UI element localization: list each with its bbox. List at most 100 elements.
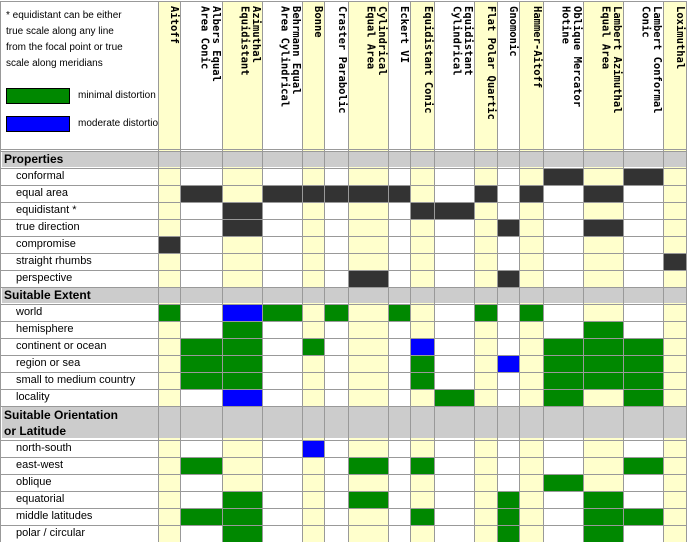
row-label: oblique bbox=[16, 476, 52, 488]
legend-note-line: from the focal point or true bbox=[6, 42, 123, 53]
minimal-distortion-mark bbox=[584, 373, 623, 389]
column-header-label: Lambert Conformal Conic bbox=[639, 6, 664, 114]
property-mark bbox=[389, 186, 410, 202]
minimal-distortion-mark bbox=[389, 305, 410, 321]
column-header: Bonne bbox=[302, 2, 324, 148]
column-band bbox=[410, 2, 434, 542]
minimal-distortion-mark bbox=[624, 339, 663, 355]
property-mark bbox=[498, 220, 519, 236]
row-label: north-south bbox=[16, 442, 72, 454]
moderate-distortion-mark bbox=[223, 390, 262, 406]
minimal-distortion-mark bbox=[435, 390, 474, 406]
column-header: Aitoff bbox=[158, 2, 180, 148]
property-mark bbox=[349, 271, 388, 287]
minimal-distortion-mark bbox=[584, 339, 623, 355]
property-mark bbox=[223, 220, 262, 236]
column-header-label: Lambert Azimuthal Equal Area bbox=[599, 6, 624, 114]
row-label: conformal bbox=[16, 170, 65, 182]
section-bar bbox=[2, 287, 686, 303]
property-mark bbox=[435, 203, 474, 219]
legend-note-line: scale along meridians bbox=[6, 58, 103, 69]
row-label: polar / circular bbox=[16, 527, 86, 539]
property-mark bbox=[624, 169, 663, 185]
minimal-distortion-mark bbox=[411, 458, 434, 474]
column-header-label: Gnomonic bbox=[507, 6, 519, 57]
minimal-distortion-mark bbox=[181, 356, 222, 372]
row-label: hemisphere bbox=[16, 323, 74, 335]
property-mark bbox=[411, 203, 434, 219]
column-header: Lambert Conformal Conic bbox=[623, 2, 664, 148]
row-label: equal area bbox=[16, 187, 68, 199]
column-header: Hammer-Aitoff bbox=[519, 2, 543, 148]
column-header-label: Oblique Mercator Hotine bbox=[559, 6, 584, 108]
property-mark bbox=[520, 186, 543, 202]
minimal-distortion-mark bbox=[544, 475, 583, 491]
row-label: middle latitudes bbox=[16, 510, 93, 522]
row-label: world bbox=[16, 306, 43, 318]
section-title: Properties bbox=[4, 152, 64, 166]
moderate-distortion-mark bbox=[498, 356, 519, 372]
minimal-distortion-mark bbox=[181, 339, 222, 355]
column-header: Azimuthal Equidistant bbox=[222, 2, 263, 148]
minimal-distortion-mark bbox=[223, 526, 262, 542]
row-label: true direction bbox=[16, 221, 80, 233]
column-band bbox=[519, 2, 543, 542]
minimal-distortion-mark bbox=[584, 526, 623, 542]
minimal-distortion-mark bbox=[498, 509, 519, 525]
minimal-distortion-mark bbox=[544, 339, 583, 355]
row-label: equidistant * bbox=[16, 204, 77, 216]
minimal-distortion-mark bbox=[263, 305, 302, 321]
column-header: Gnomonic bbox=[497, 2, 519, 148]
column-header-label: Hammer-Aitoff bbox=[531, 6, 543, 89]
property-mark bbox=[303, 186, 324, 202]
moderate-distortion-mark bbox=[303, 441, 324, 457]
minimal-distortion-mark bbox=[584, 509, 623, 525]
legend-note-line: true scale along any line bbox=[6, 26, 114, 37]
column-header: Flat Polar Quartic bbox=[474, 2, 497, 148]
section-title: Suitable Orientation or Latitude bbox=[4, 407, 118, 439]
property-mark bbox=[475, 186, 497, 202]
minimal-distortion-mark bbox=[584, 322, 623, 338]
minimal-distortion-mark bbox=[584, 492, 623, 508]
property-mark bbox=[349, 186, 388, 202]
column-header-label: Behrmann Equal Area Cylindrical bbox=[278, 6, 303, 108]
minimal-distortion-mark bbox=[624, 373, 663, 389]
property-mark bbox=[584, 220, 623, 236]
row-label: compromise bbox=[16, 238, 76, 250]
minimal-distortion-mark bbox=[624, 509, 663, 525]
property-mark bbox=[498, 271, 519, 287]
column-header-label: Azimuthal Equidistant bbox=[238, 6, 263, 76]
minimal-distortion-mark bbox=[181, 509, 222, 525]
column-header: Behrmann Equal Area Cylindrical bbox=[262, 2, 303, 148]
row-label: locality bbox=[16, 391, 50, 403]
column-header-label: Bonne bbox=[312, 6, 324, 38]
property-mark bbox=[325, 186, 348, 202]
row-label: small to medium country bbox=[16, 374, 136, 386]
property-mark bbox=[223, 203, 262, 219]
minimal-distortion-mark bbox=[584, 356, 623, 372]
row-label: continent or ocean bbox=[16, 340, 107, 352]
column-header: Eckert VI bbox=[388, 2, 410, 148]
row-label: region or sea bbox=[16, 357, 81, 369]
column-header: Albers Equal Area Conic bbox=[180, 2, 223, 148]
minimal-distortion-mark bbox=[544, 373, 583, 389]
property-mark bbox=[664, 254, 686, 270]
legend-note: * equidistant can be either true scale a… bbox=[6, 8, 156, 72]
row-label: east-west bbox=[16, 459, 64, 471]
minimal-distortion-mark bbox=[303, 339, 324, 355]
legend-label-moderate: moderate distortion bbox=[78, 118, 164, 129]
property-mark bbox=[544, 169, 583, 185]
column-header-label: Aitoff bbox=[168, 6, 180, 44]
section-title: Suitable Extent bbox=[4, 288, 91, 302]
property-mark bbox=[263, 186, 302, 202]
legend-label-minimal: minimal distortion bbox=[78, 90, 156, 101]
property-mark bbox=[159, 237, 180, 253]
column-header-label: Cylindrical Equal Area bbox=[364, 6, 389, 76]
column-header-label: Loximuthal bbox=[674, 6, 686, 70]
minimal-distortion-mark bbox=[223, 339, 262, 355]
moderate-distortion-mark bbox=[411, 339, 434, 355]
minimal-distortion-mark bbox=[223, 356, 262, 372]
row-label: straight rhumbs bbox=[16, 255, 92, 267]
